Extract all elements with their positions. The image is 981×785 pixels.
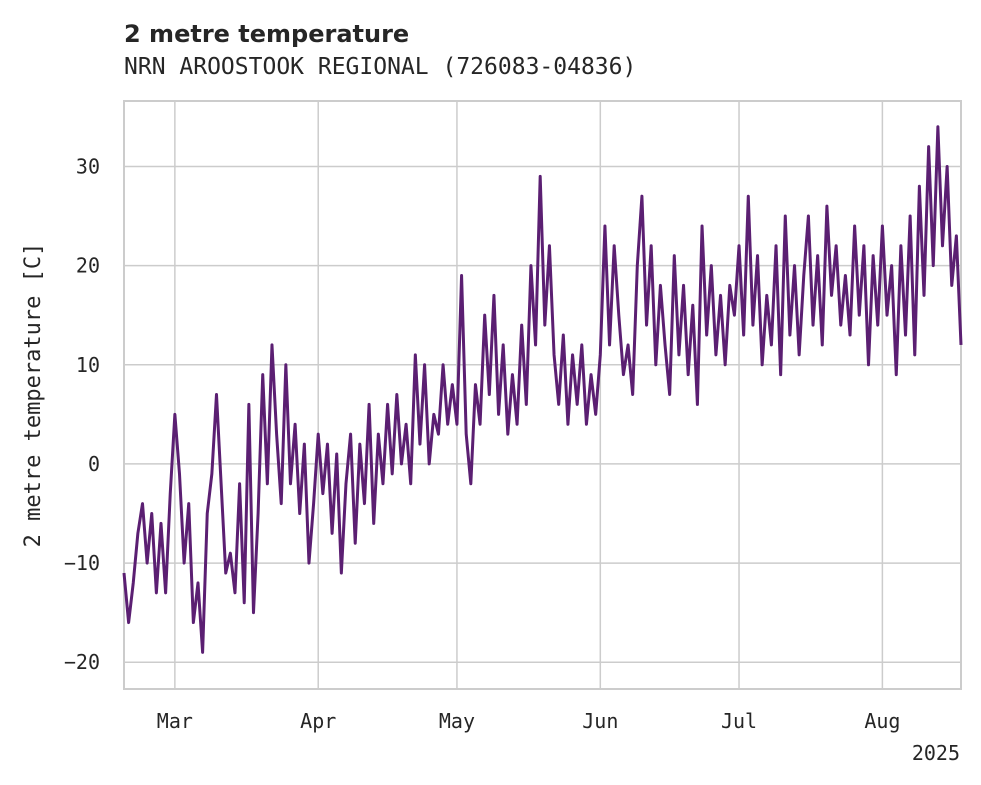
series-layer [122, 125, 963, 654]
chart-title: 2 metre temperature [124, 20, 409, 48]
y-tick-label: 10 [76, 353, 100, 377]
x-tick-label: Aug [864, 709, 900, 733]
x-tick-label: Jul [721, 709, 757, 733]
x-tick-label: Jun [582, 709, 618, 733]
x-tick-label: May [439, 709, 475, 733]
y-tick-label: −10 [64, 551, 100, 575]
y-tick-label: 30 [76, 154, 100, 178]
temperature-series-line [122, 125, 963, 654]
tick-labels: Mar Apr May Jun Jul Aug 30 20 10 0 −10 −20 [64, 154, 901, 733]
y-tick-label: −20 [64, 650, 100, 674]
x-tick-label: Apr [300, 709, 336, 733]
grid [124, 101, 961, 689]
x-tick-label: Mar [157, 709, 193, 733]
y-tick-label: 0 [88, 452, 100, 476]
chart-subtitle: NRN AROOSTOOK REGIONAL (726083-04836) [124, 54, 636, 80]
plot-frame [123, 100, 962, 690]
y-tick-label: 20 [76, 254, 100, 278]
year-label: 2025 [912, 741, 960, 765]
y-axis-label: 2 metre temperature [C] [21, 243, 46, 548]
